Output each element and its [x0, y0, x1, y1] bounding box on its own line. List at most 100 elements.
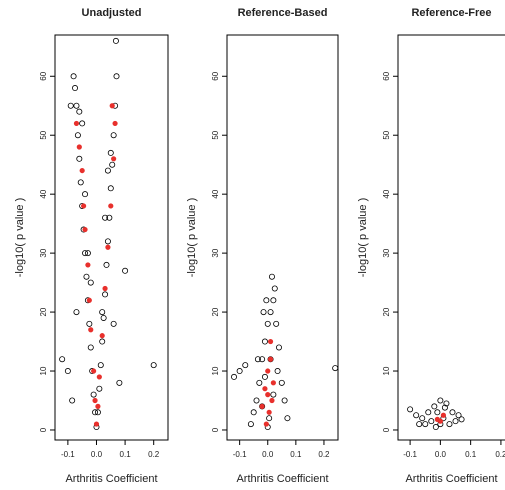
point [73, 120, 80, 127]
point [86, 297, 92, 303]
point [102, 291, 109, 298]
point [278, 379, 285, 386]
point [85, 262, 91, 268]
point [440, 412, 447, 418]
x-tick-label: 0.0 [435, 450, 447, 459]
point [73, 102, 80, 109]
point [446, 421, 453, 428]
y-tick-label: 0 [39, 427, 48, 432]
point [91, 368, 97, 374]
point [111, 156, 117, 162]
point [452, 418, 459, 425]
point [95, 403, 101, 409]
point [434, 409, 441, 416]
x-tick-label: -0.1 [61, 450, 75, 459]
point [104, 238, 111, 245]
x-tick-label: 0.1 [465, 450, 477, 459]
point [107, 149, 114, 156]
point [67, 102, 74, 109]
point [74, 132, 81, 139]
y-tick-label: 50 [382, 130, 391, 139]
point [267, 309, 274, 316]
point [79, 120, 86, 127]
y-tick-label: 30 [211, 248, 220, 257]
point [96, 385, 103, 392]
panel-title: Reference-Based [238, 7, 328, 19]
x-tick-label: 0.2 [318, 450, 330, 459]
point [281, 397, 288, 404]
y-tick-label: 40 [211, 189, 220, 198]
point [109, 161, 116, 168]
point [83, 273, 90, 280]
point [81, 203, 87, 209]
point [269, 397, 275, 404]
point [70, 73, 77, 80]
point [59, 356, 66, 363]
point [274, 368, 281, 375]
y-tick-label: 40 [39, 189, 48, 198]
point [72, 85, 79, 92]
x-tick-label: 0.0 [91, 450, 103, 459]
point [267, 338, 274, 345]
point [270, 391, 277, 398]
y-tick-label: 30 [382, 248, 391, 257]
point [250, 409, 257, 416]
x-tick-label: -0.1 [403, 450, 417, 459]
y-tick-label: 0 [382, 427, 391, 432]
point [105, 244, 111, 250]
plot-area [231, 273, 339, 431]
point [108, 203, 114, 209]
point [88, 327, 94, 333]
point [419, 415, 426, 422]
y-tick-label: 50 [211, 130, 220, 139]
y-tick-label: 60 [211, 71, 220, 80]
point [104, 167, 111, 174]
point [102, 285, 108, 292]
point [94, 409, 101, 416]
point [253, 397, 260, 404]
point [332, 365, 339, 372]
x-axis-label: Arthritis Coefficient [405, 473, 497, 485]
point [84, 250, 91, 257]
point [99, 333, 105, 339]
panel-title: Reference-Free [411, 7, 491, 19]
plot-frame [54, 34, 169, 441]
point [259, 356, 266, 363]
point [242, 362, 249, 369]
point [261, 373, 268, 380]
x-tick-label: 0.1 [120, 450, 132, 459]
point [102, 214, 109, 221]
point [437, 397, 444, 404]
point [449, 409, 456, 416]
point [96, 374, 102, 380]
x-tick-label: 0.2 [148, 450, 160, 459]
point [263, 297, 270, 304]
point [236, 368, 243, 375]
point [76, 108, 83, 115]
point [76, 144, 82, 150]
point [76, 155, 83, 162]
point [82, 226, 88, 233]
point [110, 320, 117, 327]
y-axis-label: -log10( p value ) [186, 198, 198, 278]
point [441, 404, 448, 411]
x-tick-label: -0.1 [233, 450, 247, 459]
point [109, 103, 115, 109]
point [99, 338, 106, 345]
point [113, 73, 120, 80]
y-tick-label: 60 [382, 71, 391, 80]
point [266, 415, 273, 422]
point [112, 37, 119, 44]
point [262, 386, 268, 392]
y-tick-label: 10 [211, 366, 220, 375]
y-tick-label: 20 [382, 307, 391, 316]
point [422, 421, 429, 428]
point [413, 412, 420, 419]
point [425, 409, 432, 416]
point [100, 314, 107, 321]
point [458, 416, 465, 423]
point [261, 338, 268, 345]
point [270, 297, 277, 304]
y-tick-label: 0 [211, 427, 220, 432]
